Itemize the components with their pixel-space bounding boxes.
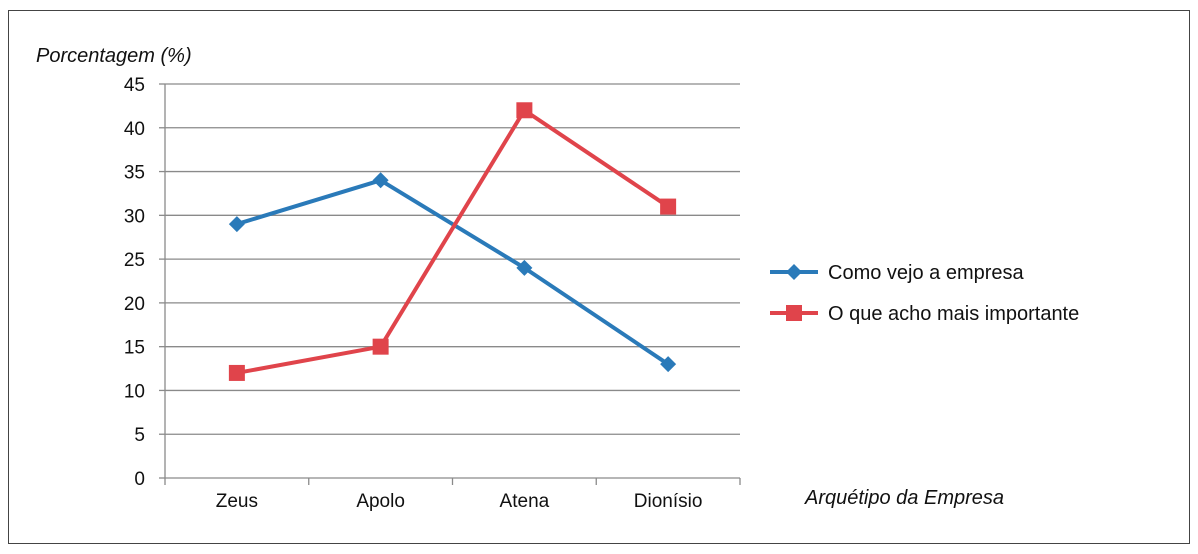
series-line bbox=[236, 108, 670, 375]
data-point bbox=[372, 172, 389, 189]
series-group bbox=[228, 102, 677, 381]
legend-swatch-marker bbox=[786, 264, 802, 280]
x-axis-title: Arquétipo da Empresa bbox=[804, 487, 1004, 509]
legend-swatch-marker bbox=[786, 305, 802, 321]
data-point bbox=[372, 338, 389, 355]
chart-frame bbox=[8, 10, 1190, 544]
x-tick-labels: Zeus Apolo Atena Dionísio bbox=[216, 491, 703, 512]
legend-label: Como vejo a empresa bbox=[828, 262, 1025, 284]
y-tick-label: 40 bbox=[124, 119, 145, 140]
data-point bbox=[228, 364, 245, 381]
legend: Como vejo a empresa O que acho mais impor… bbox=[770, 262, 1079, 325]
y-tick-label: 20 bbox=[124, 294, 145, 315]
data-point bbox=[516, 259, 533, 276]
gridlines bbox=[159, 83, 741, 485]
legend-label: O que acho mais importante bbox=[828, 303, 1079, 325]
y-tick-labels: 0 5 10 15 20 25 30 35 40 45 bbox=[124, 75, 145, 490]
data-point bbox=[516, 102, 533, 119]
x-tick-label: Atena bbox=[500, 491, 550, 512]
data-point bbox=[660, 356, 677, 373]
y-tick-label: 15 bbox=[124, 338, 145, 359]
y-tick-label: 30 bbox=[124, 206, 145, 227]
series-line bbox=[236, 178, 670, 366]
x-tick-label: Zeus bbox=[216, 491, 258, 512]
y-tick-label: 0 bbox=[134, 469, 145, 490]
data-point bbox=[228, 216, 245, 233]
y-axis-title: Porcentagem (%) bbox=[36, 45, 192, 67]
y-tick-label: 45 bbox=[124, 75, 145, 96]
y-tick-label: 10 bbox=[124, 381, 145, 402]
x-tick-label: Apolo bbox=[356, 491, 405, 512]
y-tick-label: 25 bbox=[124, 250, 145, 271]
y-tick-label: 5 bbox=[134, 425, 145, 446]
x-tick-label: Dionísio bbox=[634, 491, 703, 512]
y-tick-label: 35 bbox=[124, 163, 145, 184]
data-point bbox=[660, 198, 677, 215]
